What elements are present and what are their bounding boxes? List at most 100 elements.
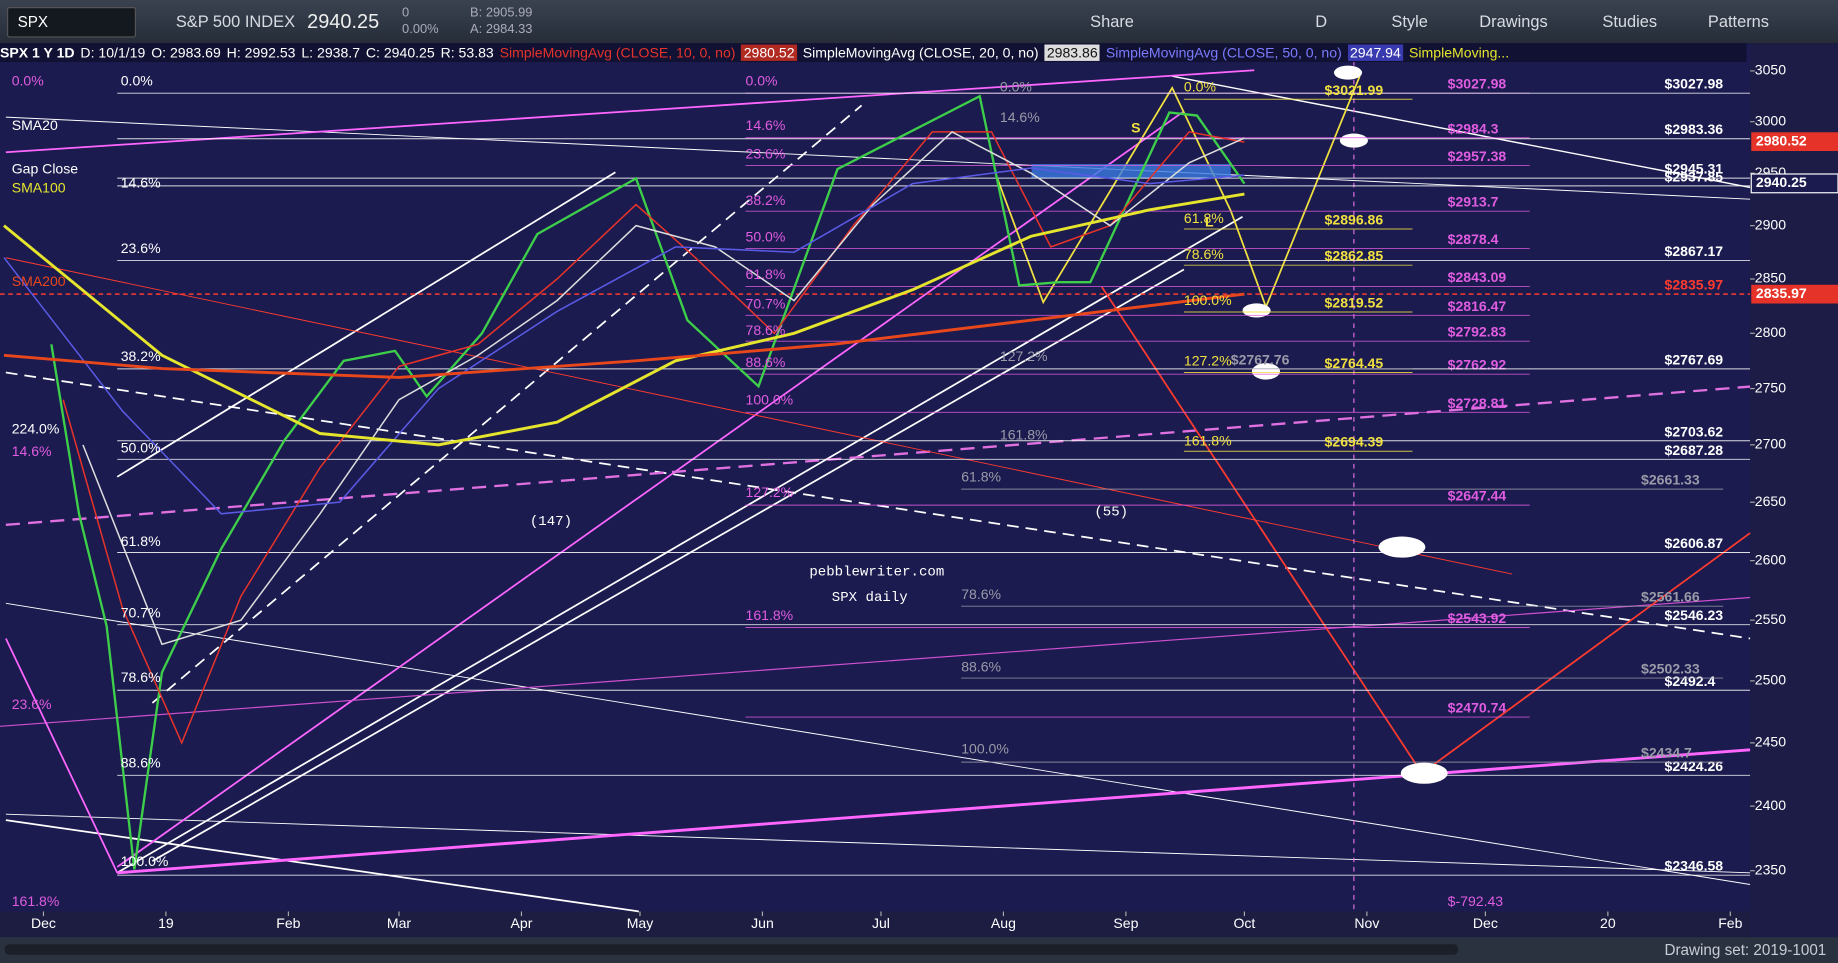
button[interactable]: Style — [1391, 11, 1428, 31]
moving-average — [3, 167, 1245, 515]
level-label: $2819.52 — [1325, 295, 1384, 311]
x-tick-label: Feb — [1718, 915, 1742, 931]
x-tick-label: Oct — [1233, 915, 1255, 931]
level-label: $2434.7 — [1641, 745, 1692, 761]
fib-label: 50.0% — [746, 229, 786, 245]
level-label: $2896.86 — [1325, 211, 1384, 227]
trend-line — [5, 257, 1513, 575]
fib-label: 0.0% — [121, 73, 153, 89]
y-tick-label: 2700 — [1755, 436, 1786, 452]
legend-more: SimpleMoving... — [1409, 44, 1510, 61]
fib-label: 0.0% — [746, 73, 778, 89]
level-label: $2767.76 — [1231, 351, 1290, 367]
fib-label: 100.0% — [1184, 292, 1232, 308]
button[interactable]: Share — [1090, 11, 1134, 31]
price-line — [50, 94, 1246, 870]
y-tick-label: 2450 — [1755, 734, 1786, 750]
symbol: SPX — [17, 12, 49, 31]
level-label: $2984.3 — [1448, 120, 1499, 136]
fib-label: 161.8% — [12, 893, 60, 909]
trend-line — [116, 171, 616, 478]
trend-line — [151, 104, 863, 704]
level-label: $2983.36 — [1665, 121, 1724, 137]
fib-label: 23.6% — [746, 145, 786, 161]
button[interactable]: Drawings — [1479, 11, 1548, 31]
pattern-line — [995, 75, 1361, 310]
level-label: $2561.66 — [1641, 589, 1700, 605]
level-label: $2346.58 — [1665, 858, 1724, 874]
level-label: $3021.99 — [1325, 82, 1384, 98]
level-label: $2546.23 — [1665, 607, 1724, 623]
fib-label: 161.8% — [1000, 427, 1048, 443]
trend-line — [1172, 75, 1751, 189]
gap-zone — [1031, 164, 1231, 179]
instrument-name: S&P 500 INDEX — [175, 11, 296, 31]
annotation: (55) — [1094, 505, 1128, 521]
plot-background — [0, 43, 1838, 938]
x-tick-label: Aug — [991, 915, 1016, 931]
legend-value: 2980.52 — [741, 45, 797, 61]
moving-average — [62, 131, 1245, 745]
y-tick-label: 2600 — [1755, 551, 1786, 567]
y-tick-label: 2900 — [1755, 216, 1786, 232]
fib-label: 224.0% — [12, 421, 60, 437]
trend-line — [5, 602, 1751, 885]
x-tick-label: May — [627, 915, 654, 931]
legend-bar: SPX 1 Y 1D D: 10/1/19 O: 2983.69 H: 2992.53… — [0, 43, 1747, 63]
fib-label: 14.6% — [1000, 109, 1040, 125]
button[interactable]: Patterns — [1707, 11, 1769, 31]
fib-label: 0.0% — [12, 73, 44, 89]
level-label: $2703.62 — [1665, 423, 1724, 439]
fib-label: 78.6% — [1184, 246, 1224, 262]
trend-line — [0, 596, 1751, 727]
moving-average — [82, 130, 1245, 646]
legend-entry: SimpleMovingAvg (CLOSE, 50, 0, no) — [1105, 44, 1342, 61]
x-tick-label: Dec — [31, 915, 56, 931]
price-tag-label: 2940.25 — [1756, 174, 1807, 190]
level-label: $2492.4 — [1665, 673, 1716, 689]
fib-label: 88.6% — [121, 755, 161, 771]
annotation: SPX daily — [832, 590, 908, 606]
annotation: (147) — [530, 514, 572, 530]
x-tick-label: Jul — [872, 915, 890, 931]
last-price: 2940.25 — [307, 10, 380, 33]
y-tick-label: 2800 — [1755, 324, 1786, 340]
fib-label: 0.0% — [1000, 79, 1032, 95]
fib-label: 127.2% — [1000, 348, 1048, 364]
x-tick-label: Mar — [387, 915, 412, 931]
level-label: $2543.92 — [1448, 610, 1507, 626]
ask: A: 2984.33 — [470, 22, 533, 37]
fib-label: 100.0% — [961, 741, 1009, 757]
fib-label: 61.8% — [121, 533, 161, 549]
moving-average — [3, 192, 1245, 447]
trend-line — [116, 215, 1243, 874]
fib-label: 100.0% — [746, 391, 794, 407]
fib-label: L — [1205, 213, 1214, 229]
drawing-set: Drawing set: 2019-1001 — [1664, 940, 1827, 959]
price-tag-label: 2980.52 — [1756, 132, 1807, 148]
level-label: $2606.87 — [1665, 535, 1724, 551]
button[interactable]: Studies — [1602, 11, 1658, 31]
level-label: $2694.39 — [1325, 434, 1384, 450]
symbol-input[interactable]: SPX — [7, 7, 136, 38]
y-tick-label: 2550 — [1755, 611, 1786, 627]
y-tick-label: 2400 — [1755, 797, 1786, 813]
fib-label: 38.2% — [746, 192, 786, 208]
target-marker — [1378, 536, 1426, 558]
level-label: $2816.47 — [1448, 298, 1507, 314]
level-label: $2762.92 — [1448, 357, 1507, 373]
x-tick-label: Sep — [1113, 915, 1138, 931]
y-tick-label: 2650 — [1755, 493, 1786, 509]
fib-label: 70.7% — [746, 295, 786, 311]
target-marker — [1242, 303, 1271, 318]
level-label: $2647.44 — [1448, 488, 1507, 504]
scrollbar[interactable] — [4, 944, 1459, 955]
level-label: $2502.33 — [1641, 661, 1700, 677]
level-label: $2843.09 — [1448, 269, 1507, 285]
legend-symbol: SPX 1 Y 1D — [0, 44, 75, 61]
level-label: $2878.4 — [1448, 231, 1499, 247]
moving-average — [3, 292, 1245, 379]
button[interactable]: D — [1315, 11, 1328, 31]
target-marker — [1251, 363, 1281, 380]
level-label: $2862.85 — [1325, 248, 1384, 264]
